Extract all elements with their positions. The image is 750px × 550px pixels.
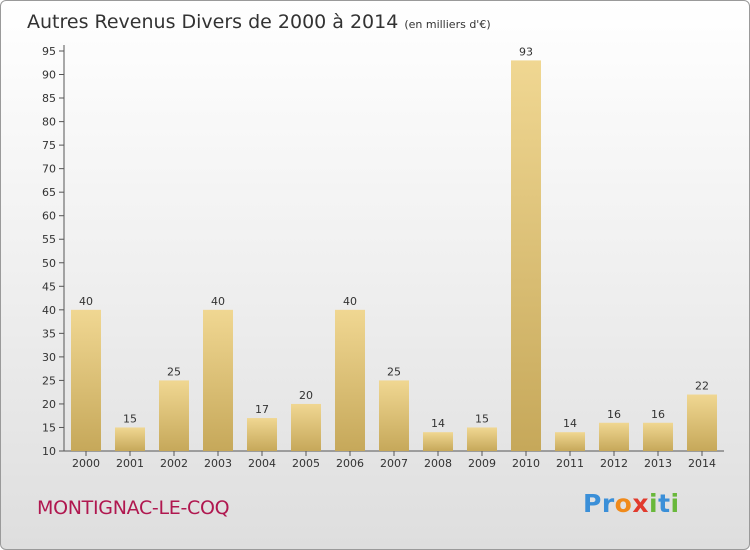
x-tick-label: 2004 bbox=[248, 457, 276, 470]
bar-value-label: 17 bbox=[255, 403, 269, 416]
x-tick-label: 2001 bbox=[116, 457, 144, 470]
x-tick-label: 2000 bbox=[72, 457, 100, 470]
bar bbox=[687, 394, 717, 451]
bar bbox=[379, 380, 409, 451]
bar-value-label: 14 bbox=[431, 417, 445, 430]
bar bbox=[115, 427, 145, 451]
y-tick-label: 50 bbox=[42, 257, 56, 270]
y-tick-label: 25 bbox=[42, 374, 56, 387]
y-tick-label: 45 bbox=[42, 280, 56, 293]
bar bbox=[555, 432, 585, 451]
y-tick-label: 15 bbox=[42, 421, 56, 434]
proxiti-logo: Proxiti bbox=[583, 489, 680, 518]
x-tick-label: 2014 bbox=[688, 457, 716, 470]
y-tick-label: 70 bbox=[42, 163, 56, 176]
x-tick-label: 2010 bbox=[512, 457, 540, 470]
x-tick-label: 2007 bbox=[380, 457, 408, 470]
bar-value-label: 93 bbox=[519, 45, 533, 58]
bar-value-label: 16 bbox=[607, 408, 621, 421]
bar-value-label: 40 bbox=[79, 295, 93, 308]
x-tick-label: 2006 bbox=[336, 457, 364, 470]
bar bbox=[643, 422, 673, 451]
y-tick-label: 95 bbox=[42, 45, 56, 58]
x-tick-label: 2012 bbox=[600, 457, 628, 470]
y-tick-label: 30 bbox=[42, 351, 56, 364]
y-tick-label: 35 bbox=[42, 327, 56, 340]
logo-letter: i bbox=[670, 489, 680, 518]
y-tick-label: 75 bbox=[42, 139, 56, 152]
bar-value-label: 25 bbox=[167, 365, 181, 378]
x-tick-label: 2002 bbox=[160, 457, 188, 470]
y-tick-label: 90 bbox=[42, 69, 56, 82]
bar bbox=[159, 380, 189, 451]
chart-title: Autres Revenus Divers de 2000 à 2014 (en … bbox=[27, 11, 491, 33]
y-tick-label: 40 bbox=[42, 304, 56, 317]
logo-letter: x bbox=[632, 489, 649, 518]
commune-name: MONTIGNAC-LE-COQ bbox=[37, 497, 230, 519]
logo-letter: P bbox=[583, 489, 602, 518]
y-tick-label: 55 bbox=[42, 233, 56, 246]
x-tick-label: 2005 bbox=[292, 457, 320, 470]
bar bbox=[335, 309, 365, 451]
bar-value-label: 15 bbox=[475, 412, 489, 425]
bar bbox=[599, 422, 629, 451]
bar-value-label: 22 bbox=[695, 380, 709, 393]
x-tick-label: 2011 bbox=[556, 457, 584, 470]
chart-title-text: Autres Revenus Divers de 2000 à 2014 bbox=[27, 11, 399, 33]
bar-value-label: 40 bbox=[343, 295, 357, 308]
y-tick-label: 80 bbox=[42, 116, 56, 129]
y-tick-label: 85 bbox=[42, 92, 56, 105]
bar-value-label: 16 bbox=[651, 408, 665, 421]
chart-subtitle: (en milliers d'€) bbox=[404, 18, 491, 31]
bar-value-label: 40 bbox=[211, 295, 225, 308]
x-tick-label: 2013 bbox=[644, 457, 672, 470]
bar bbox=[247, 418, 277, 451]
y-tick-label: 60 bbox=[42, 210, 56, 223]
logo-letter: r bbox=[601, 489, 615, 518]
bar-value-label: 20 bbox=[299, 389, 313, 402]
bar-value-label: 15 bbox=[123, 412, 137, 425]
bar bbox=[423, 432, 453, 451]
x-tick-label: 2009 bbox=[468, 457, 496, 470]
bar bbox=[511, 60, 541, 451]
y-tick-label: 20 bbox=[42, 398, 56, 411]
bar bbox=[467, 427, 497, 451]
bar-value-label: 14 bbox=[563, 417, 577, 430]
bar bbox=[291, 403, 321, 451]
logo-letter: o bbox=[614, 489, 633, 518]
x-tick-label: 2003 bbox=[204, 457, 232, 470]
bar bbox=[71, 309, 101, 451]
y-tick-label: 65 bbox=[42, 186, 56, 199]
bar bbox=[203, 309, 233, 451]
bar-value-label: 25 bbox=[387, 365, 401, 378]
x-tick-label: 2008 bbox=[424, 457, 452, 470]
logo-letter: t bbox=[658, 489, 671, 518]
logo-letter: i bbox=[649, 489, 659, 518]
y-tick-label: 10 bbox=[42, 445, 56, 458]
